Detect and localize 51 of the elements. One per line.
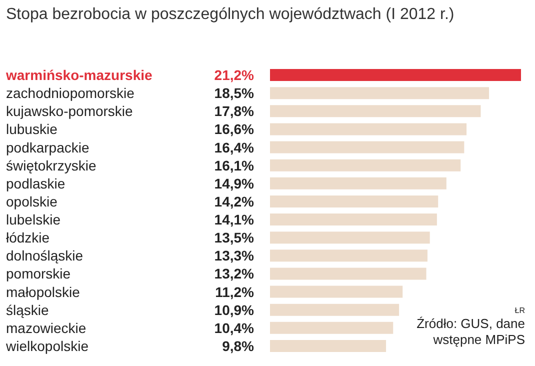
y-tick-label: dolnośląskie [6, 248, 84, 264]
data-label: 13,3% [214, 248, 255, 264]
y-tick-label: lubelskie [6, 212, 61, 228]
y-tick-label: opolskie [6, 193, 58, 210]
y-tick-label: łódzkie [6, 230, 50, 246]
data-label: 9,8% [222, 338, 255, 354]
bar [270, 232, 430, 244]
bar [270, 195, 438, 208]
data-label: 10,9% [214, 302, 255, 318]
bar [270, 123, 467, 136]
bar [270, 159, 461, 172]
y-tick-label: pomorskie [6, 266, 71, 282]
y-tick-label: zachodniopomorskie [6, 85, 135, 102]
bar [270, 322, 394, 334]
y-tick-label: warmińsko-mazurskie [5, 67, 152, 84]
data-label: 11,2% [215, 284, 255, 300]
data-label: 13,2% [214, 266, 255, 282]
y-tick-label: świętokrzyskie [6, 157, 96, 174]
bar [270, 340, 386, 352]
y-tick-label: podkarpackie [6, 139, 90, 156]
data-label: 14,9% [214, 175, 255, 192]
annotation: Źródło: GUS, dane wstępne MPiPS [416, 316, 525, 348]
bar [270, 69, 521, 81]
bar [270, 105, 481, 118]
bar [270, 304, 400, 316]
y-tick-label: kujawsko-pomorskie [6, 103, 134, 120]
data-label: 16,1% [214, 157, 255, 174]
bar [270, 141, 464, 154]
data-label: 18,5% [214, 85, 255, 102]
data-label: 10,4% [214, 320, 255, 336]
data-label: 16,6% [214, 121, 255, 138]
data-label: 17,8% [214, 103, 255, 120]
y-tick-label: lubuskie [6, 121, 58, 138]
bar [270, 268, 426, 280]
y-tick-label: mazowieckie [6, 320, 86, 336]
data-label: 21,2% [214, 67, 255, 84]
data-label: 16,4% [214, 139, 255, 156]
y-tick-label: podlaskie [6, 175, 66, 192]
bar [270, 250, 428, 262]
bar [270, 214, 437, 226]
bar [270, 177, 446, 190]
annotation: ŁR [514, 306, 525, 316]
chart-title: Stopa bezrobocia w poszczególnych województwach (I 2012 r.) [6, 6, 454, 24]
y-tick-label: śląskie [6, 302, 50, 318]
y-tick-label: małopolskie [6, 284, 80, 300]
data-label: 14,1% [214, 212, 255, 228]
bar [270, 87, 490, 100]
data-label: 14,2% [214, 193, 255, 210]
data-label: 13,5% [214, 230, 255, 246]
bar [270, 286, 403, 298]
y-tick-label: wielkopolskie [5, 338, 89, 354]
